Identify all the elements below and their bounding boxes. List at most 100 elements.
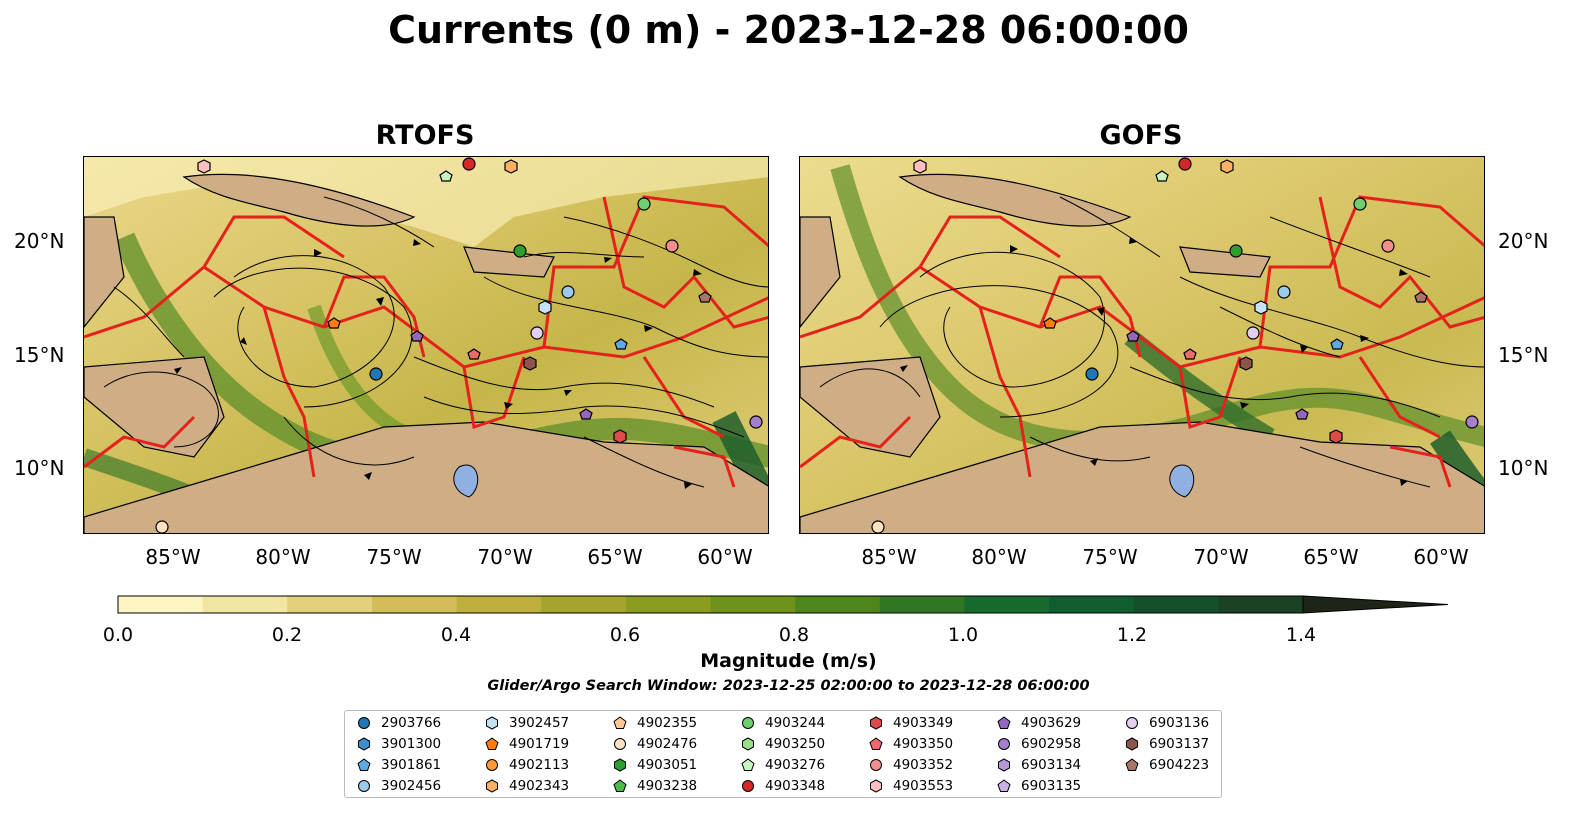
circle-marker-icon (870, 759, 882, 771)
legend-item: 4903244 (741, 715, 825, 731)
legend-item: 4903352 (869, 757, 953, 773)
legend-item: 4903276 (741, 757, 825, 773)
hexagon-marker-icon (358, 737, 370, 751)
cuba-land (182, 173, 416, 227)
legend-item-label: 4903350 (893, 736, 954, 752)
legend-item-label: 4903051 (637, 757, 698, 773)
colorbar-segment (202, 596, 288, 613)
figure-title: Currents (0 m) - 2023-12-28 06:00:00 (388, 8, 1189, 52)
colorbar-segment (879, 596, 965, 613)
search-window-text: Glider/Argo Search Window: 2023-12-25 02… (487, 678, 1090, 694)
legend-item: 6903136 (1125, 715, 1209, 731)
legend-item: 6904223 (1125, 757, 1209, 773)
colorbar-segment (456, 596, 542, 613)
map-gofs[interactable] (799, 156, 1485, 534)
pentagon-marker-icon (613, 779, 627, 792)
cuba-land (898, 173, 1132, 227)
legend-item: 4903349 (869, 715, 953, 731)
legend-item: 3902457 (485, 715, 569, 731)
lon-label-80w: 80°W (255, 545, 311, 569)
legend-item-label: 3902457 (509, 715, 570, 731)
hexagon-marker-icon (998, 758, 1010, 772)
lon-label-65w: 65°W (587, 545, 643, 569)
colorbar-segment (287, 596, 373, 613)
central-america-land (800, 356, 941, 458)
colorbar-tick: 0.6 (609, 624, 641, 646)
stream-arrows (900, 237, 1408, 486)
legend-item: 6903137 (1125, 736, 1209, 752)
legend-item-label: 2903766 (381, 715, 442, 731)
legend-item: 6903134 (997, 757, 1081, 773)
legend-item-label: 4903629 (1021, 715, 1082, 731)
legend-item: 4901719 (485, 736, 569, 752)
legend-item-label: 4903250 (765, 736, 826, 752)
lat-label-15n-left: 15°N (14, 343, 65, 367)
legend-item-label: 6903136 (1149, 715, 1210, 731)
map-gofs-canvas (800, 157, 1484, 533)
legend-item: 4902355 (613, 715, 697, 731)
pentagon-marker-icon (869, 737, 883, 750)
float-markers (155, 157, 763, 533)
pentagon-marker-icon (485, 737, 499, 750)
colorbar-segment (1218, 596, 1304, 613)
circle-marker-icon (998, 738, 1010, 750)
panel-title-gofs: GOFS (1099, 120, 1183, 151)
legend-item: 4902113 (485, 757, 569, 773)
legend-item-label: 4903349 (893, 715, 954, 731)
pentagon-marker-icon (997, 779, 1011, 792)
legend-item-label: 4902355 (637, 715, 698, 731)
circle-marker-icon (358, 780, 370, 792)
colorbar-tick: 0.8 (778, 624, 810, 646)
legend-item-label: 4902476 (637, 736, 698, 752)
lake-maracaibo (1169, 464, 1195, 498)
legend-item: 3901300 (357, 736, 441, 752)
legend-item-label: 6903135 (1021, 778, 1082, 794)
map-rtofs[interactable] (83, 156, 769, 534)
hexagon-marker-icon (486, 779, 498, 793)
lon-label-80w: 80°W (971, 545, 1027, 569)
lat-label-10n-left: 10°N (14, 456, 65, 480)
float-markers (871, 157, 1479, 533)
streamlines (819, 196, 1484, 488)
colorbar-segment (625, 596, 711, 613)
panel-title-rtofs: RTOFS (375, 120, 475, 151)
legend-item-label: 4903238 (637, 778, 698, 794)
lon-label-75w: 75°W (1082, 545, 1138, 569)
colorbar-tick: 0.4 (440, 624, 472, 646)
circle-marker-icon (1126, 717, 1138, 729)
legend-item: 4902343 (485, 778, 569, 794)
legend-item-label: 4902113 (509, 757, 570, 773)
south-america-land (800, 421, 1484, 533)
hexagon-marker-icon (870, 779, 882, 793)
colorbar-tick: 1.4 (1285, 624, 1317, 646)
hexagon-marker-icon (742, 737, 754, 751)
lat-label-15n-right: 15°N (1498, 343, 1549, 367)
central-america-land (84, 356, 225, 458)
legend-item: 4903350 (869, 736, 953, 752)
colorbar-segment (964, 596, 1050, 613)
hexagon-marker-icon (614, 758, 626, 772)
colorbar-segment (541, 596, 627, 613)
colorbar-tick: 0.0 (102, 624, 134, 646)
lon-label-85w: 85°W (861, 545, 917, 569)
float-legend: 2903766 3901300 3901861 3902456 3902457 49017… (344, 710, 1222, 798)
map-rtofs-canvas (84, 157, 768, 533)
south-america-land (84, 421, 768, 533)
legend-item: 4903629 (997, 715, 1081, 731)
legend-item-label: 4902343 (509, 778, 570, 794)
lat-label-20n-right: 20°N (1498, 229, 1549, 253)
pentagon-marker-icon (357, 758, 371, 771)
yucatan-land (800, 216, 841, 328)
legend-item: 4903553 (869, 778, 953, 794)
streamlines (103, 196, 768, 488)
legend-item-label: 6902958 (1021, 736, 1082, 752)
colorbar (117, 595, 1449, 614)
colorbar-tick: 1.0 (947, 624, 979, 646)
yucatan-land (84, 216, 125, 328)
pentagon-marker-icon (1125, 758, 1139, 771)
legend-item-label: 4903553 (893, 778, 954, 794)
pentagon-marker-icon (997, 716, 1011, 729)
lat-label-10n-right: 10°N (1498, 456, 1549, 480)
hexagon-marker-icon (486, 716, 498, 730)
colorbar-segment (795, 596, 881, 613)
